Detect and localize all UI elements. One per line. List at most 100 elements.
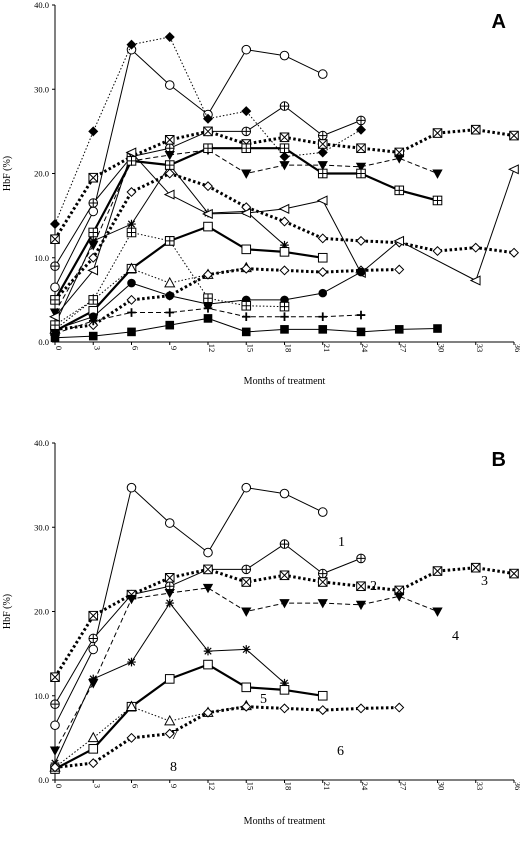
panel-a: 0.010.020.030.040.00 3 6 9 12 15 18 21 24 27 30 33 3… bbox=[2, 0, 520, 387]
y-tick-label: 0.0 bbox=[38, 337, 49, 347]
data-point bbox=[279, 247, 290, 257]
data-point bbox=[356, 115, 366, 126]
data-point bbox=[241, 169, 252, 179]
series-line bbox=[54, 705, 247, 768]
data-point bbox=[88, 644, 99, 655]
x-axis-label: Months of treatment bbox=[244, 816, 326, 827]
data-point bbox=[241, 701, 252, 712]
series-1 bbox=[50, 482, 328, 731]
data-point bbox=[509, 130, 519, 141]
y-tick-label: 20.0 bbox=[34, 169, 49, 179]
data-point bbox=[125, 700, 138, 712]
x-tick-label: 24 bbox=[360, 344, 370, 353]
data-point bbox=[355, 235, 367, 246]
data-point bbox=[280, 678, 289, 688]
y-tick-label: 0.0 bbox=[38, 775, 49, 785]
data-point bbox=[87, 265, 99, 276]
data-point bbox=[202, 707, 214, 718]
data-point bbox=[241, 300, 252, 311]
x-tick-label: 9 bbox=[169, 784, 179, 788]
data-point bbox=[50, 720, 60, 731]
series-9 bbox=[49, 32, 367, 230]
data-point bbox=[203, 126, 213, 137]
series-label: 7 bbox=[171, 728, 178, 743]
data-point bbox=[165, 320, 175, 330]
x-axis-label: Months of treatment bbox=[244, 376, 326, 387]
data-point bbox=[509, 568, 519, 579]
data-point bbox=[164, 518, 175, 528]
data-point bbox=[317, 147, 328, 158]
data-point bbox=[241, 682, 252, 693]
x-tick-label: 24 bbox=[360, 782, 370, 791]
data-point bbox=[202, 208, 213, 220]
series-4 bbox=[49, 583, 443, 756]
data-point bbox=[280, 240, 289, 250]
y-tick-label: 30.0 bbox=[34, 84, 49, 94]
data-point bbox=[88, 758, 99, 769]
series-7 bbox=[49, 699, 252, 772]
series-label: 3 bbox=[481, 574, 488, 589]
data-point bbox=[88, 331, 98, 341]
data-point bbox=[433, 324, 442, 333]
x-tick-label: 12 bbox=[207, 344, 217, 353]
series-3 bbox=[50, 562, 519, 683]
data-point bbox=[317, 233, 328, 244]
series-8 bbox=[49, 263, 405, 335]
data-point bbox=[318, 325, 328, 334]
x-tick-label: 6 bbox=[131, 784, 141, 788]
data-point bbox=[203, 659, 213, 670]
data-point bbox=[49, 219, 61, 230]
data-point bbox=[88, 126, 99, 137]
data-point bbox=[279, 216, 290, 227]
data-point bbox=[202, 113, 214, 124]
data-point bbox=[355, 162, 367, 173]
data-point bbox=[241, 44, 252, 55]
data-point bbox=[355, 124, 367, 135]
series-12 bbox=[50, 143, 443, 305]
series-label: 8 bbox=[170, 760, 177, 775]
data-point bbox=[203, 564, 213, 575]
x-tick-label: 33 bbox=[475, 782, 485, 791]
series-8 bbox=[49, 701, 405, 773]
data-point bbox=[317, 267, 328, 278]
x-tick-label: 15 bbox=[245, 782, 255, 791]
y-tick-label: 20.0 bbox=[34, 607, 49, 617]
data-point bbox=[394, 264, 405, 275]
data-point bbox=[164, 573, 175, 583]
data-point bbox=[280, 325, 289, 334]
data-point bbox=[125, 147, 137, 158]
data-point bbox=[126, 227, 137, 238]
data-point bbox=[203, 547, 213, 558]
data-point bbox=[317, 69, 328, 79]
data-point bbox=[318, 312, 328, 322]
data-point bbox=[355, 600, 367, 611]
data-point bbox=[316, 195, 328, 206]
series-line bbox=[54, 663, 323, 770]
data-point bbox=[508, 164, 519, 175]
series-line bbox=[53, 566, 515, 678]
data-point bbox=[241, 312, 251, 322]
series-4 bbox=[49, 145, 443, 318]
series-label: 1 bbox=[338, 535, 345, 550]
data-point bbox=[279, 685, 290, 695]
series-label: 5 bbox=[260, 692, 267, 707]
series-label: 6 bbox=[337, 744, 344, 759]
data-point bbox=[127, 327, 136, 337]
data-point bbox=[203, 293, 213, 303]
data-point bbox=[87, 731, 99, 743]
series-1 bbox=[50, 44, 328, 293]
data-point bbox=[279, 539, 290, 549]
data-point bbox=[126, 732, 137, 743]
data-point bbox=[88, 744, 99, 754]
data-point bbox=[470, 124, 481, 135]
data-point bbox=[88, 198, 99, 208]
series-line bbox=[53, 172, 515, 301]
x-tick-label: 30 bbox=[437, 782, 447, 791]
x-tick-label: 18 bbox=[284, 782, 294, 791]
data-point bbox=[432, 195, 443, 206]
data-point bbox=[126, 294, 137, 305]
data-point bbox=[317, 690, 328, 701]
data-point bbox=[432, 566, 443, 576]
data-point bbox=[356, 553, 366, 564]
data-point bbox=[278, 203, 290, 214]
